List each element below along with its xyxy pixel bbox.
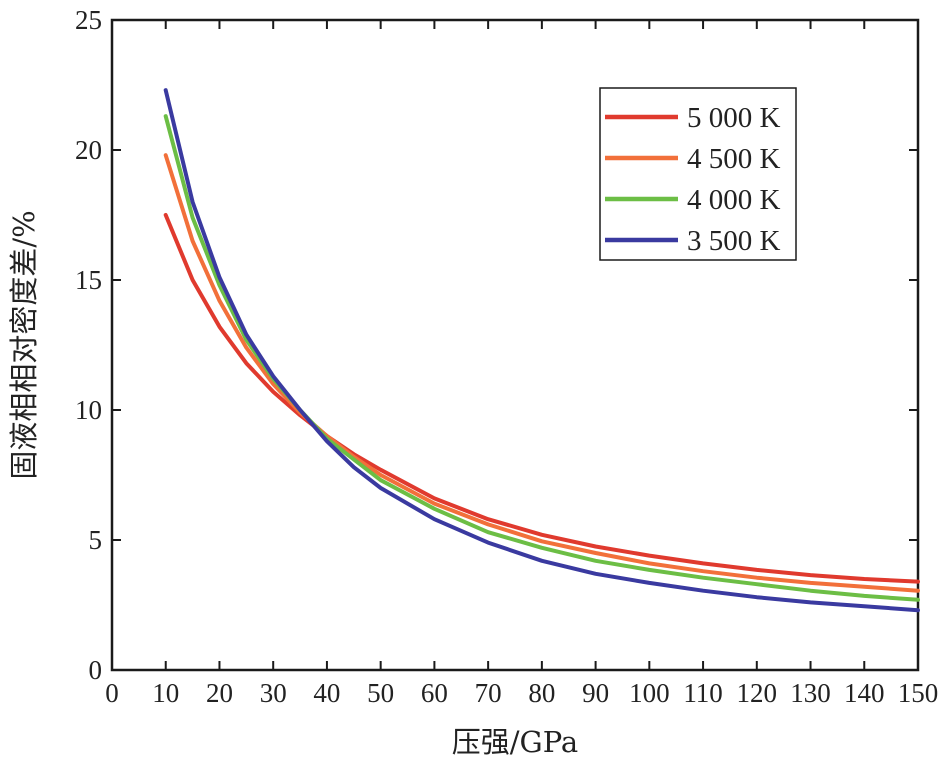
series-line-0 [163,213,920,584]
x-tick-label-8: 80 [528,678,555,708]
x-tick-label-13: 130 [790,678,831,708]
x-tick-label-9: 90 [582,678,609,708]
y-tick-label-0: 0 [89,655,103,685]
legend-label-2: 4 000 K [687,184,781,216]
x-tick-label-0: 0 [105,678,119,708]
legend-label-3: 3 500 K [687,225,781,257]
x-tick-label-15: 150 [898,678,939,708]
x-tick-label-2: 20 [206,678,233,708]
x-tick-label-14: 140 [844,678,885,708]
axis-tick-labels: 0 10 20 30 40 50 60 70 80 90 100 110 120 130 140 150 0 5 1… [75,5,938,708]
x-tick-label-11: 110 [683,678,723,708]
legend-label-1: 4 500 K [687,143,781,175]
x-tick-label-5: 50 [367,678,394,708]
series-line-2 [163,114,920,602]
y-tick-label-2: 10 [75,395,102,425]
series-line-3 [163,88,920,613]
x-tick-label-4: 40 [313,678,340,708]
legend: 5 000 K 4 500 K 4 000 K 3 500 K [599,87,797,261]
axis-ticks [111,19,919,671]
legend-label-0: 5 000 K [687,102,781,134]
x-tick-label-3: 30 [260,678,287,708]
series-line-1 [163,153,920,593]
x-tick-label-6: 60 [421,678,448,708]
y-tick-label-3: 15 [75,265,102,295]
plot-frame [110,18,920,672]
y-tick-label-1: 5 [89,525,103,555]
y-axis-title: 固液相相对密度差/% [7,210,41,479]
x-tick-label-1: 10 [152,678,179,708]
x-axis-title: 压强/GPa [452,725,578,759]
y-tick-label-5: 25 [75,5,102,35]
y-tick-label-4: 20 [75,135,102,165]
x-tick-label-7: 70 [475,678,502,708]
x-tick-label-10: 100 [629,678,670,708]
series-lines [163,88,920,613]
x-tick-label-12: 120 [737,678,778,708]
